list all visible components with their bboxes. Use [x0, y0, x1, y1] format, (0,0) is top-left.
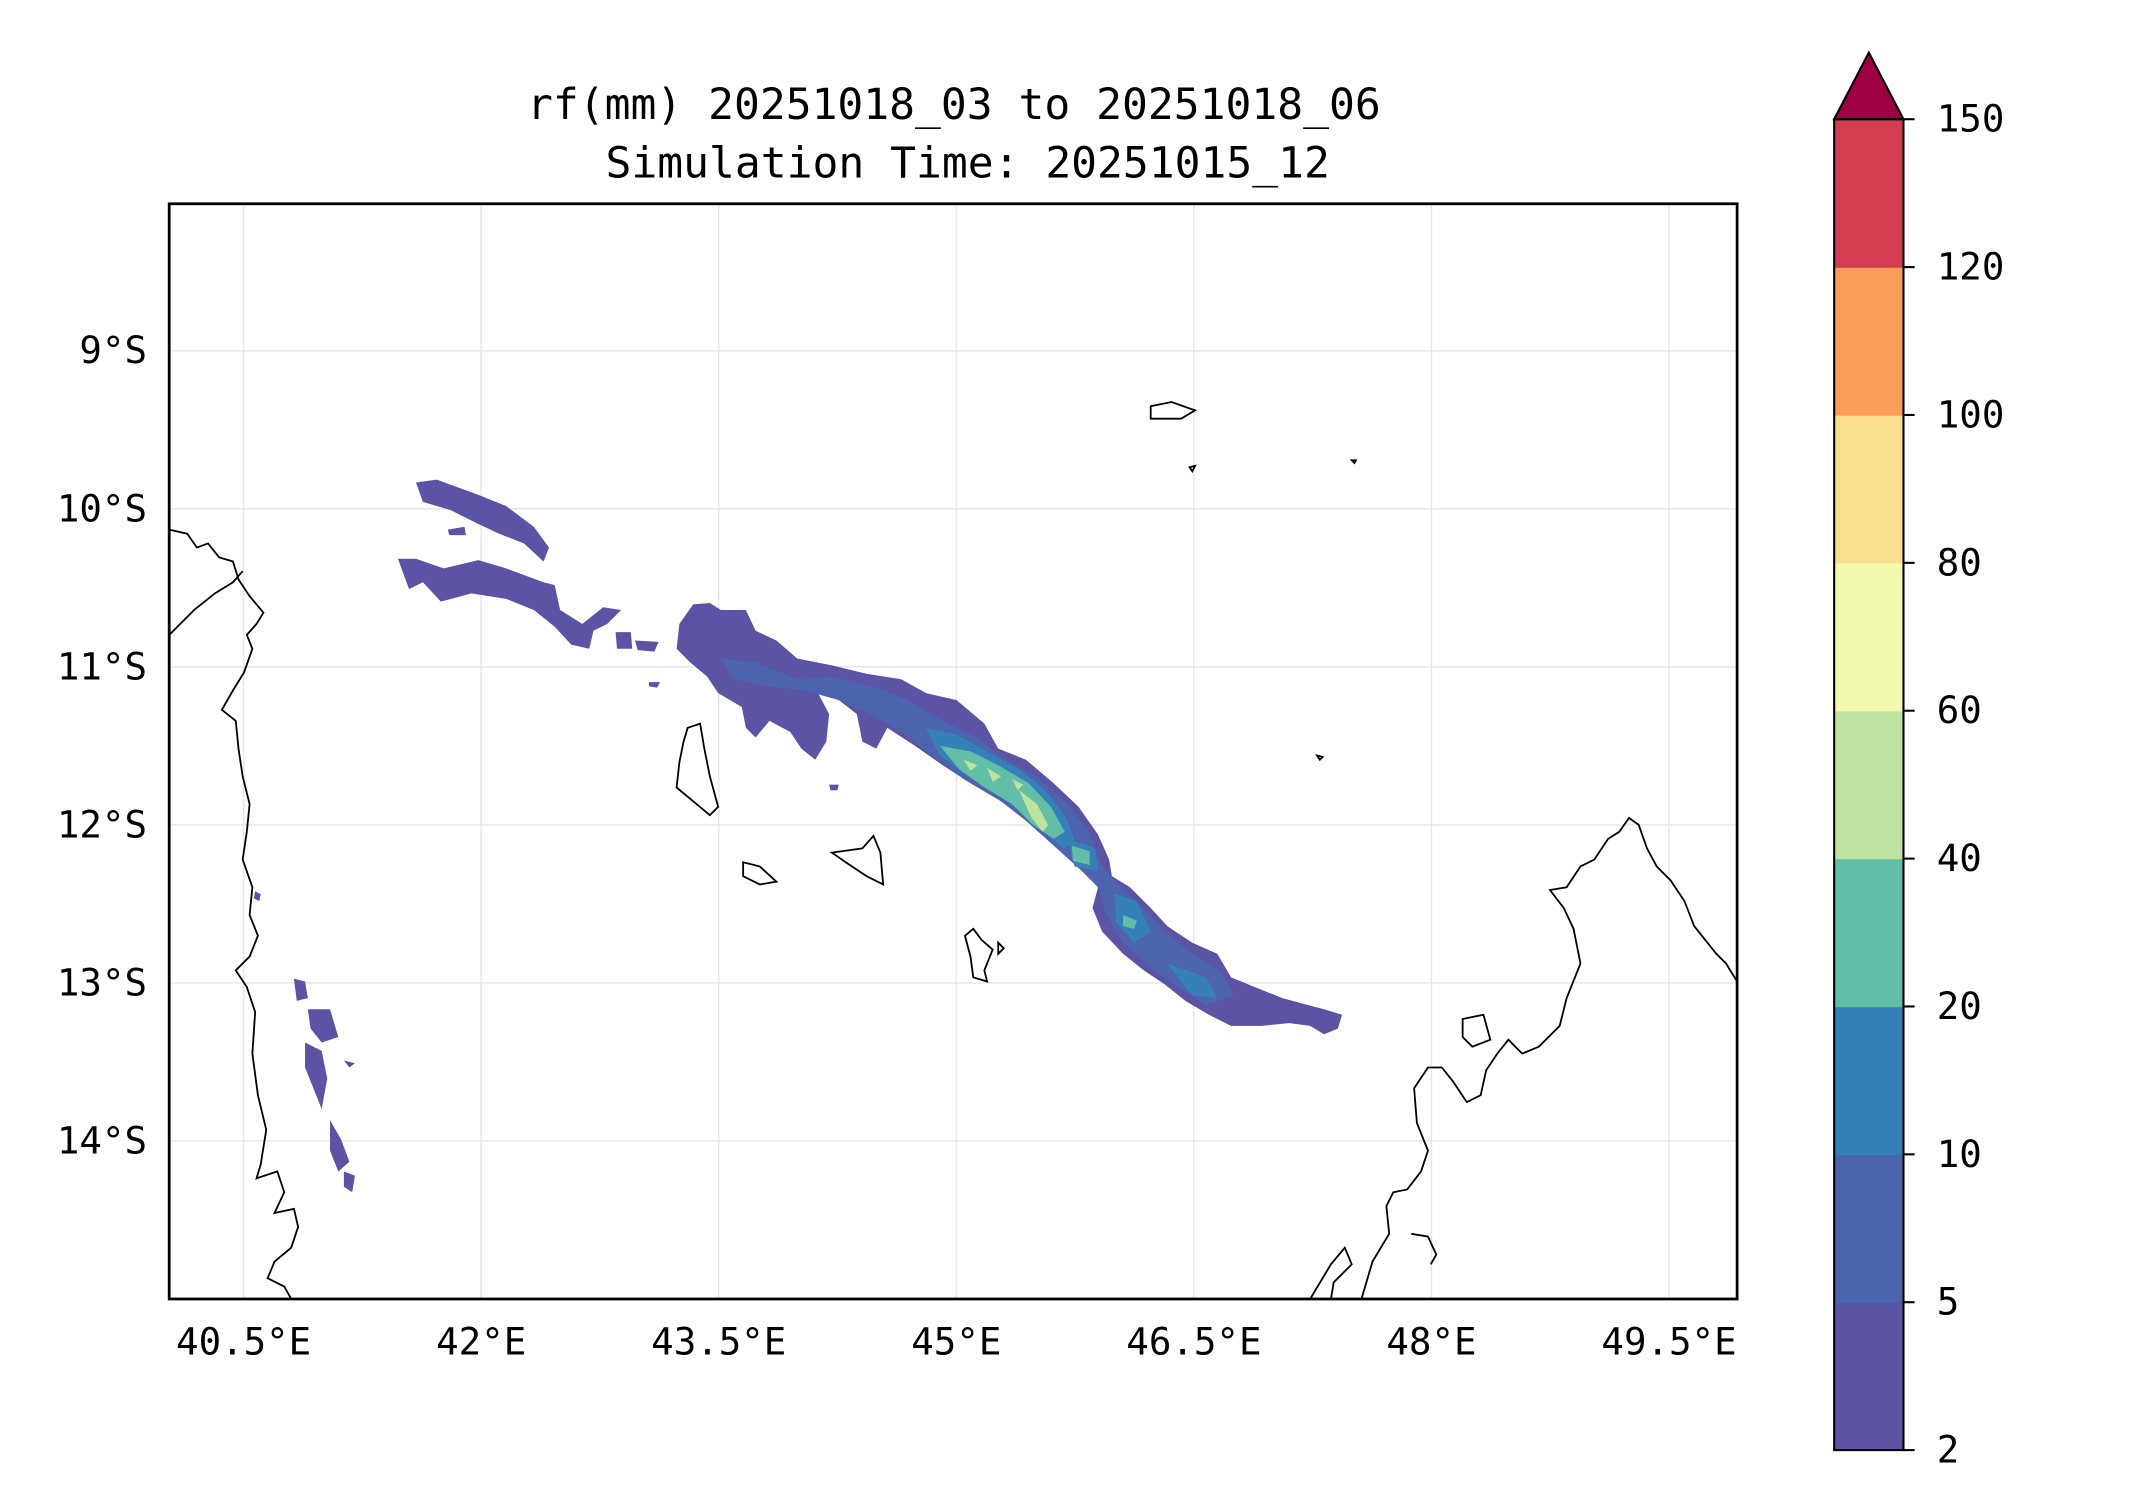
colorbar-tick-label: 80: [1937, 540, 1982, 584]
colorbar-extend-arrow: [1832, 50, 1906, 121]
y-tick-label: 14°S: [57, 1118, 147, 1162]
y-tick-label: 9°S: [79, 328, 147, 372]
x-tick-label: 49.5°E: [1601, 1319, 1736, 1363]
title-line-2: Simulation Time: 20251015_12: [606, 138, 1330, 188]
colorbar-band: [1834, 562, 1904, 712]
colorbar-tick-label: 20: [1937, 984, 1982, 1028]
colorbar-frame: [1833, 118, 1905, 1452]
colorbar-band: [1834, 710, 1904, 860]
rain-band-2-5: [253, 479, 1343, 1193]
rainfall-contours: [253, 479, 1343, 1193]
x-axis: 40.5°E 42°E 43.5°E 45°E 46.5°E 48°E 49.5°E: [176, 1319, 1737, 1363]
plot-frame: [167, 202, 1739, 1301]
colorbar-band: [1834, 1006, 1904, 1156]
title-line-1: rf(mm) 20251018_03 to 20251018_06: [527, 80, 1381, 130]
colorbar: 2 5 10 20 40 60 80 100 120 150: [1832, 50, 2005, 1472]
y-axis: 9°S 10°S 11°S 12°S 13°S 14°S: [57, 328, 147, 1162]
x-tick-label: 43.5°E: [651, 1319, 786, 1363]
colorbar-tick-label: 40: [1937, 836, 1982, 880]
coastlines: [168, 401, 1738, 1300]
x-tick-label: 40.5°E: [176, 1319, 311, 1363]
y-tick-label: 12°S: [57, 802, 147, 846]
colorbar-band: [1834, 267, 1904, 416]
y-tick-label: 13°S: [57, 960, 147, 1004]
x-tick-label: 48°E: [1386, 1319, 1476, 1363]
colorbar-tick-label: 150: [1937, 97, 2005, 141]
colorbar-band: [1834, 1154, 1904, 1303]
colorbar-band: [1834, 858, 1904, 1008]
colorbar-tick-label: 120: [1937, 245, 2005, 289]
colorbar-tick-label: 2: [1937, 1428, 1960, 1472]
colorbar-band: [1834, 119, 1904, 268]
colorbar-band: [1834, 1302, 1904, 1451]
colorbar-tick-label: 100: [1937, 392, 2005, 436]
gridlines: [169, 203, 1738, 1299]
y-tick-label: 10°S: [57, 486, 147, 530]
x-tick-label: 42°E: [436, 1319, 526, 1363]
colorbar-band: [1834, 414, 1904, 564]
colorbar-tick-label: 10: [1937, 1132, 1982, 1176]
y-tick-label: 11°S: [57, 644, 147, 688]
x-tick-label: 46.5°E: [1126, 1319, 1261, 1363]
x-tick-label: 45°E: [911, 1319, 1001, 1363]
rain-band-40-60: [963, 759, 1049, 832]
colorbar-tick-label: 5: [1937, 1280, 1960, 1324]
colorbar-tick-label: 60: [1937, 688, 1982, 732]
